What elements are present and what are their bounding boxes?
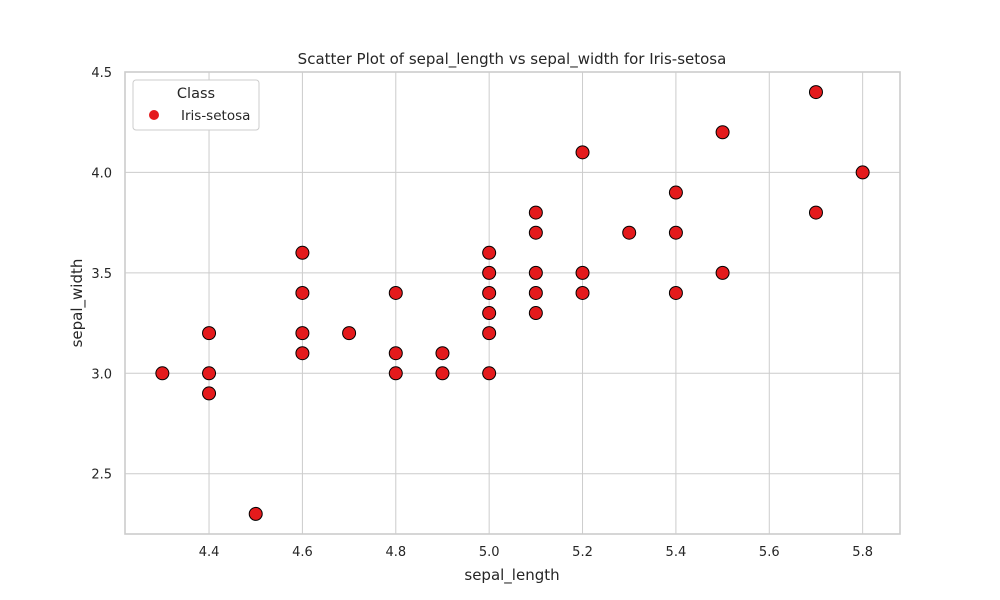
data-point	[528, 225, 543, 240]
data-point	[295, 346, 310, 361]
data-point	[248, 506, 263, 521]
data-points	[155, 85, 870, 521]
chart-title: Scatter Plot of sepal_length vs sepal_wi…	[298, 50, 727, 69]
y-tick-label: 4.0	[91, 166, 112, 181]
plot-area-frame	[124, 71, 901, 535]
y-tick-label: 2.5	[91, 468, 112, 483]
x-tick-label: 5.4	[666, 545, 687, 560]
x-tick-label: 5.8	[852, 545, 873, 560]
data-point	[575, 265, 590, 280]
data-point	[388, 346, 403, 361]
x-tick-label: 5.6	[759, 545, 780, 560]
data-point	[482, 245, 497, 260]
data-point	[668, 185, 683, 200]
data-point	[482, 306, 497, 321]
grid	[125, 71, 900, 534]
y-tick-label: 4.5	[91, 66, 112, 81]
x-tick-label: 4.4	[199, 545, 220, 560]
data-point	[668, 285, 683, 300]
data-point	[575, 285, 590, 300]
data-point	[435, 346, 450, 361]
data-point	[388, 366, 403, 381]
data-point	[668, 225, 683, 240]
data-point	[808, 85, 823, 100]
data-point	[202, 326, 217, 341]
legend-marker	[149, 110, 159, 120]
y-tick-label: 3.5	[91, 267, 112, 282]
data-point	[295, 245, 310, 260]
x-tick-label: 4.8	[385, 545, 406, 560]
data-point	[202, 386, 217, 401]
x-axis-label: sepal_length	[464, 566, 559, 585]
y-tick-label: 3.0	[91, 367, 112, 382]
y-axis-ticks: 2.5 3.0 3.5 4.0 4.5	[91, 66, 112, 483]
data-point	[388, 285, 403, 300]
data-point	[715, 125, 730, 140]
legend-title: Class	[177, 86, 215, 102]
data-point	[622, 225, 637, 240]
data-point	[295, 326, 310, 341]
data-point	[575, 145, 590, 160]
x-tick-label: 5.2	[572, 545, 593, 560]
data-point	[528, 265, 543, 280]
y-axis-label: sepal_width	[68, 259, 87, 348]
data-point	[855, 165, 870, 180]
data-point	[528, 306, 543, 321]
data-point	[482, 285, 497, 300]
x-tick-label: 4.6	[292, 545, 313, 560]
data-point	[482, 265, 497, 280]
data-point	[808, 205, 823, 220]
data-point	[715, 265, 730, 280]
data-point	[295, 285, 310, 300]
legend-box	[132, 79, 260, 131]
data-point	[528, 205, 543, 220]
data-point	[155, 366, 170, 381]
legend: Class Iris-setosa	[132, 79, 260, 131]
legend-label: Iris-setosa	[181, 108, 250, 124]
data-point	[435, 366, 450, 381]
data-point	[482, 326, 497, 341]
x-axis-ticks: 4.4 4.6 4.8 5.0 5.2 5.4 5.6 5.8	[199, 545, 873, 560]
data-point	[342, 326, 357, 341]
x-tick-label: 5.0	[479, 545, 500, 560]
data-point	[528, 285, 543, 300]
data-point	[202, 366, 217, 381]
data-point	[482, 366, 497, 381]
